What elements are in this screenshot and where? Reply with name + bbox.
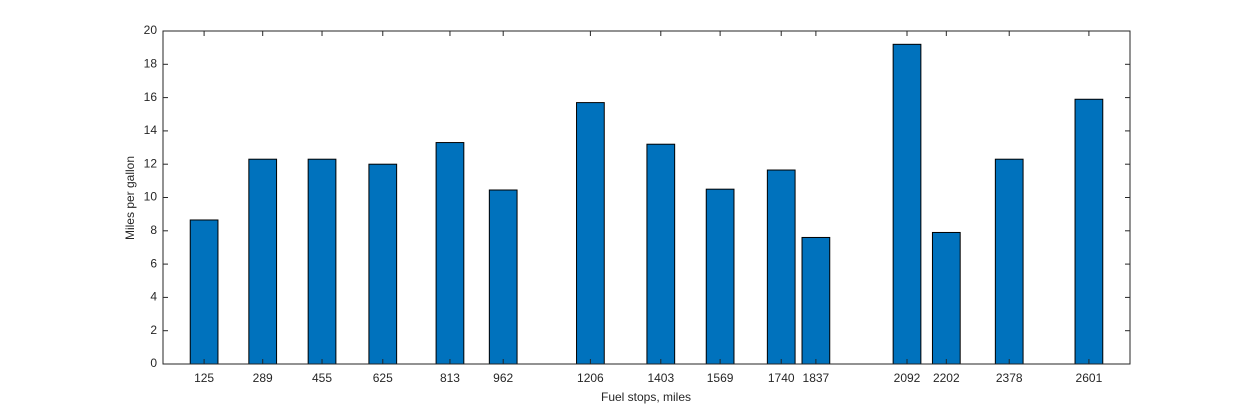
bar (576, 102, 605, 365)
bar (801, 236, 831, 365)
axes-box (162, 30, 1131, 365)
y-tick-label: 20 (144, 23, 158, 37)
x-tick-label: 2202 (933, 371, 960, 385)
bar (368, 163, 398, 365)
y-tick-label: 16 (144, 90, 158, 104)
x-tick-label: 1740 (768, 371, 795, 385)
y-tick-label: 2 (150, 323, 157, 337)
y-tick-label: 14 (144, 123, 158, 137)
x-tick-label: 1569 (707, 371, 734, 385)
x-tick-label: 2378 (996, 371, 1023, 385)
x-tick-label: 1206 (577, 371, 604, 385)
y-tick-label: 4 (150, 290, 157, 304)
bar (892, 43, 922, 365)
y-tick-label: 6 (150, 256, 157, 270)
y-tick-label: 8 (150, 223, 157, 237)
x-tick-label: 625 (373, 371, 393, 385)
x-tick-label: 125 (194, 371, 214, 385)
bar (189, 219, 219, 365)
x-tick-label: 1837 (803, 371, 830, 385)
y-axis-label: Miles per gallon (123, 156, 137, 240)
x-tick-label: 2601 (1076, 371, 1103, 385)
bar (646, 143, 676, 365)
bar (307, 158, 337, 365)
bar (248, 158, 278, 365)
x-tick-label: 962 (493, 371, 513, 385)
x-tick-label: 1403 (647, 371, 674, 385)
bar (705, 188, 735, 365)
x-tick-label: 813 (440, 371, 460, 385)
y-tick-label: 18 (144, 56, 158, 70)
y-tick-label: 10 (144, 190, 158, 204)
bar (931, 231, 961, 365)
x-tick-label: 289 (253, 371, 273, 385)
bar (435, 142, 465, 365)
y-tick-label: 12 (144, 156, 158, 170)
bar (1074, 98, 1104, 365)
bar (994, 158, 1024, 365)
bar (488, 189, 518, 365)
x-tick-label: 2092 (894, 371, 921, 385)
y-tick-label: 0 (150, 356, 157, 370)
x-tick-label: 455 (312, 371, 332, 385)
bar (766, 169, 796, 365)
x-axis-label: Fuel stops, miles (601, 390, 691, 404)
